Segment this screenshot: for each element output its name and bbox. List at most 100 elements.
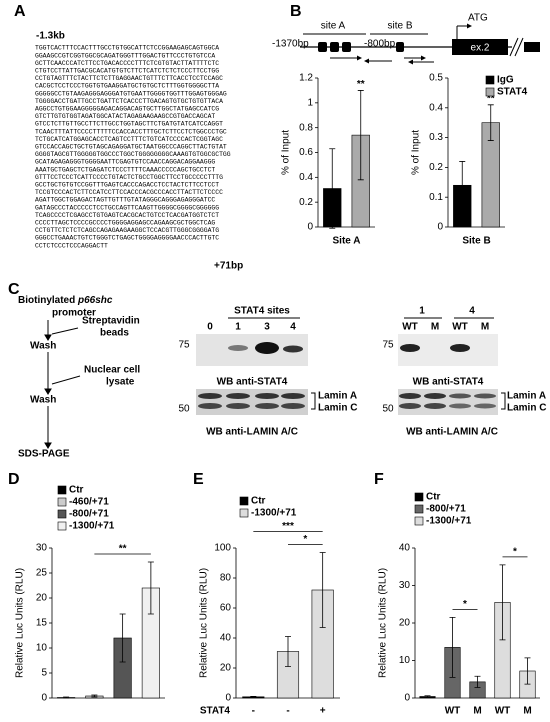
y-tick-label: 0.1 <box>429 192 443 203</box>
y-tick-label: 60 <box>220 603 232 614</box>
legend-label: Ctr <box>69 485 84 496</box>
error-bar <box>424 695 431 698</box>
error-bar <box>319 552 326 628</box>
sequence-line: CCTGTAGTTTCTACTTCTCTTGAGGAACTGTTTCTTCACC… <box>35 75 223 82</box>
sequence: TGGTCACTTTCCACTTTGCCTGTGGCATTCTCCGGAAGAG… <box>35 45 231 250</box>
error-bar <box>147 561 154 615</box>
site-label: site A <box>321 21 346 32</box>
lane-label: 0 <box>207 322 213 333</box>
sequence-line: TGGGGACCTGATTGCCTGATTCTCACCCTTGACAGTGTGC… <box>35 98 223 105</box>
y-axis-label: % of Input <box>281 130 292 175</box>
y-tick-label: 0.5 <box>429 73 443 84</box>
legend-swatch <box>57 509 67 519</box>
step-label: Wash <box>30 395 56 406</box>
blot-image <box>398 334 506 415</box>
legend-label: -460/+71 <box>69 497 109 508</box>
start-codon: ATG <box>468 13 488 24</box>
error-bar <box>119 613 126 663</box>
legend-swatch <box>485 75 495 85</box>
y-tick-label: 0.2 <box>429 162 443 173</box>
probe-label: promoter <box>52 308 96 319</box>
legend-swatch <box>57 497 67 507</box>
x-tick-label: M <box>523 706 531 717</box>
sequence-line: AGATTGGCTGGAGACTAGTTGTTTGTATAGGGCAGGGAGA… <box>35 197 215 204</box>
legend-label: -1300/+71 <box>426 516 472 527</box>
y-tick-label: 30 <box>399 580 411 591</box>
legend-label: IgG <box>497 75 514 86</box>
legend-swatch <box>57 521 67 531</box>
y-tick-label: 10 <box>36 643 48 654</box>
significance: ** <box>119 544 127 555</box>
sequence-line: TCCGTCCCACTCTTCCATCCTTCCACCCACGCCCACCTTA… <box>35 189 223 196</box>
legend-swatch <box>239 508 249 518</box>
y-tick-label: 0.3 <box>429 132 443 143</box>
legend-label: -1300/+71 <box>251 508 297 519</box>
significance: * <box>463 599 467 610</box>
sequence-line: GGAAGCCGTCGGTGGCGCAGATGGGTTTGGACTGTTCCCT… <box>35 52 215 59</box>
marker-label: 75 <box>382 340 394 351</box>
y-tick-label: 0.2 <box>299 197 313 208</box>
y-tick-label: 0 <box>225 693 231 704</box>
y-tick-label: 20 <box>220 663 232 674</box>
marker-label: 50 <box>178 404 190 415</box>
sequence-line: TCAACTTTATTCCCCTTTTTCCACCACCTTTGCTCTTCCT… <box>35 128 227 135</box>
y-tick-label: 30 <box>36 543 48 554</box>
error-bar <box>459 161 466 210</box>
panel-label: A <box>14 3 26 20</box>
y-tick-label: 0 <box>307 222 313 233</box>
exon-label: ex.2 <box>471 43 490 54</box>
y-tick-label: 80 <box>220 573 232 584</box>
sequence-line: GGGGTAGCGTTGGGGGTGGCCCTGGCTGGGGGGGGCAAAG… <box>35 151 231 158</box>
x-tick-label: - <box>252 706 255 717</box>
lane-label: WT <box>452 322 468 333</box>
legend-swatch <box>414 492 424 502</box>
lane-label: 1 <box>235 322 241 333</box>
y-tick-label: 25 <box>36 568 48 579</box>
legend-label: -800/+71 <box>426 504 466 515</box>
x-axis-label: Site B <box>462 236 490 247</box>
reagent-label: Nuclear cell <box>84 365 140 376</box>
sequence-end: +71bp <box>214 261 243 272</box>
sequence-line: AGGCCTGTGGAAGGGGGAGACAGGACAGTGCTTGGCTATG… <box>35 105 219 112</box>
sequence-line: GCTTCAACCCATCTTCCTGACACCCCTTTCTCGTGTACTT… <box>35 60 219 67</box>
error-bar <box>487 104 494 141</box>
workflow-arrows <box>44 320 81 449</box>
y-tick-label: 10 <box>399 655 411 666</box>
sequence-line: TCAGCCCCTCGAGCCTGTGAGTCACGCACTGTCCTCACGA… <box>35 212 219 219</box>
position-label: -800bp <box>364 39 396 50</box>
y-tick-label: 1 <box>307 97 313 108</box>
y-axis-label: Relative Luc Units (RLU) <box>15 568 26 678</box>
sequence-line: GGGCCTGAAACTGTCTGGGTCTGAGCTGGGGAGGGGAACC… <box>35 235 219 242</box>
probe-label: Biotinylated p66shc <box>18 295 113 306</box>
sequence-line: CCTGTTCTCTCTCAGCCAGAGAAGAAGGCTCCACGTTGGG… <box>35 227 219 234</box>
y-tick-label: 0.8 <box>299 122 313 133</box>
significance: ** <box>357 79 365 90</box>
blot-caption: WB anti-LAMIN A/C <box>406 427 498 438</box>
lane-label: WT <box>402 322 418 333</box>
sequence-line: GCATAGAGAGGGTGGGGAATTCGAGTGTCCAACCAGGACA… <box>35 159 215 166</box>
error-bar <box>524 657 531 685</box>
sequence-line: GCCTGCTGTGTCCGGTTTGAGTCACCCAGACCTCCTACTC… <box>35 181 219 188</box>
blot-caption: WB anti-STAT4 <box>217 377 288 388</box>
y-axis-label: Relative Luc Units (RLU) <box>378 568 389 678</box>
error-bar <box>357 90 364 181</box>
sequence-start: -1.3kb <box>36 31 65 42</box>
blot-caption: WB anti-LAMIN A/C <box>206 427 298 438</box>
sequence-line: GATAGCCCTACCCCCTCCTGCCAGTTCAAGTTGGGGCGGG… <box>35 204 219 211</box>
panel-label: F <box>374 471 384 488</box>
step-label: Wash <box>30 341 56 352</box>
lane-label: M <box>431 322 439 333</box>
legend-swatch <box>414 516 424 526</box>
sequence-line: GTTTCCTCCCTCATTCCCCTGTACTCTGCCTGGCTTCCTG… <box>35 174 223 181</box>
lane-label: 4 <box>290 322 296 333</box>
site-label: site B <box>387 21 412 32</box>
lane-label: 3 <box>264 322 270 333</box>
y-tick-label: 20 <box>399 618 411 629</box>
marker-label: 50 <box>382 404 394 415</box>
sequence-line: GTCTTGTGTGGTAGATGGCATACTAGAGAAGAAGCCGTGA… <box>35 113 215 120</box>
reagent-label: lysate <box>106 377 135 388</box>
y-tick-label: 0.4 <box>429 102 443 113</box>
x-tick-label: WT <box>445 706 461 717</box>
group-label: 1 <box>419 306 425 317</box>
